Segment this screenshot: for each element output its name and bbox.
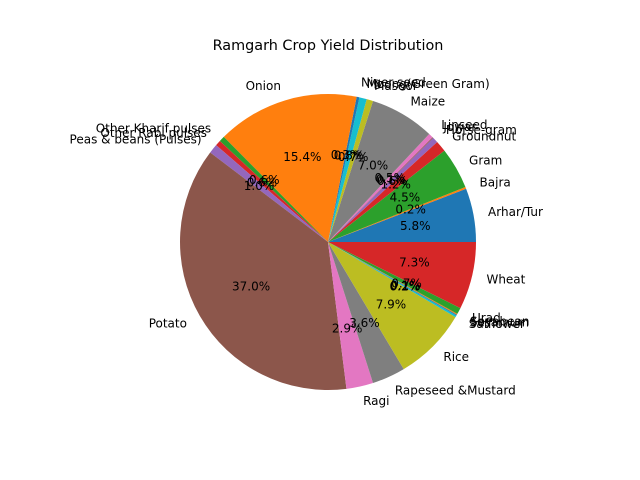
percent-label-jowar: 0.1% — [376, 172, 407, 186]
category-label-onion: Onion — [246, 79, 281, 93]
percent-label-rapeseed-mustard: 3.6% — [349, 316, 380, 330]
category-label-maize: Maize — [410, 95, 445, 109]
pie-slice-jowar — [328, 137, 434, 242]
pie-slice-urad — [328, 242, 461, 314]
category-label-soyabean: Soyabean — [470, 315, 529, 329]
pie-slice-niger-seed — [328, 96, 360, 242]
category-label-potato: Potato — [149, 316, 187, 330]
category-label-ragi: Ragi — [363, 394, 389, 408]
category-label-safflower: Safflower — [469, 317, 525, 331]
category-labels: Arhar/Tur Bajra Gram GroundnutHorse-gramJow… — [70, 76, 544, 408]
percent-label-rice: 7.9% — [376, 298, 407, 312]
category-label-sesamum: Sesamum — [470, 315, 530, 329]
pie-slice-masoor — [328, 99, 374, 243]
category-label-rice: Rice — [443, 350, 469, 364]
percent-label-linseed: 0.5% — [374, 171, 405, 185]
category-label-linseed: Linseed — [441, 118, 487, 132]
percent-label-niger-seed: 0.3% — [331, 148, 362, 162]
pie-slice-sesamum — [328, 242, 457, 316]
category-label-other-rabi-pulses: Other Rabi pulses — [100, 126, 207, 140]
percent-label-moong-green-gram: 0.8% — [334, 149, 365, 163]
category-label-wheat: Wheat — [486, 272, 525, 286]
pie-slice-moong-green-gram — [328, 97, 367, 242]
pie-slice-maize — [328, 101, 430, 242]
percent-label-wheat: 7.3% — [399, 255, 430, 269]
percent-label-peas-beans-pulses: 1.0% — [244, 179, 275, 193]
pie-slice-potato — [180, 152, 347, 390]
percent-label-maize: 7.0% — [358, 158, 389, 172]
pie-slice-bajra — [328, 187, 467, 242]
pie-slice-linseed — [328, 134, 433, 242]
category-label-masoor: Masoor — [374, 79, 418, 93]
percent-labels: 5.8%0.2%4.5%1.2%0.6%0.1%0.5%7.0%0.7%0.8%… — [232, 148, 431, 336]
pie-slice-arhar-tur — [328, 188, 476, 242]
percent-label-masoor: 0.7% — [338, 150, 369, 164]
percent-label-soyabean: 0.1% — [390, 278, 421, 292]
category-label-bajra: Bajra — [480, 176, 511, 190]
category-label-gram: Gram — [469, 154, 502, 168]
percent-label-onion: 15.4% — [283, 150, 321, 164]
percent-label-bajra: 0.2% — [395, 203, 426, 217]
pie-slices — [180, 93, 476, 390]
category-label-rapeseed-mustard: Rapeseed &Mustard — [395, 383, 516, 397]
category-label-urad: Urad — [472, 311, 501, 325]
category-label-arhar-tur: Arhar/Tur — [488, 205, 543, 219]
category-label-groundnut: Groundnut — [452, 130, 516, 144]
percent-label-safflower: 0.2% — [390, 280, 421, 294]
category-label-jowar: Jowar — [442, 120, 476, 134]
percent-label-groundnut: 1.2% — [380, 178, 411, 192]
chart-title: Ramgarh Crop Yield Distribution — [213, 38, 444, 54]
pie-slice-ragi — [328, 242, 374, 389]
category-label-moong-green-gram: Moong(Green Gram) — [367, 77, 490, 91]
pie-slice-rapeseed-mustard — [328, 242, 404, 383]
percent-label-urad: 0.7% — [391, 276, 422, 290]
pie-slice-groundnut — [328, 142, 445, 242]
pie-slice-other-rabi-pulses — [216, 140, 328, 242]
pie-slice-wheat — [328, 242, 476, 309]
pie-slice-rice — [328, 242, 456, 370]
category-label-horse-gram: Horse-gram — [446, 123, 517, 137]
pie-slice-safflower — [328, 242, 457, 318]
percent-label-other-kharif-pulses: 0.6% — [249, 173, 280, 187]
percent-label-potato: 37.0% — [232, 279, 270, 293]
category-label-niger-seed: Niger seed — [361, 76, 426, 90]
percent-label-arhar-tur: 5.8% — [400, 219, 431, 233]
category-label-peas-beans-pulses: Peas & beans (Pulses) — [70, 132, 202, 146]
percent-label-sesamum: 0.1% — [390, 279, 421, 293]
percent-label-ragi: 2.9% — [332, 322, 363, 336]
pie-slice-gram — [328, 150, 466, 242]
pie-slice-soyabean — [328, 242, 458, 315]
percent-label-horse-gram: 0.6% — [377, 174, 408, 188]
percent-label-gram: 4.5% — [390, 191, 421, 205]
category-label-other-kharif-pulses: Other Kharif pulses — [96, 122, 211, 136]
percent-label-other-rabi-pulses: 0.6% — [247, 176, 278, 190]
pie-slice-horse-gram — [328, 137, 438, 242]
pie-slice-peas-beans-pulses — [210, 145, 328, 242]
pie-slice-onion — [223, 93, 357, 243]
pie-slice-other-kharif-pulses — [219, 136, 328, 242]
